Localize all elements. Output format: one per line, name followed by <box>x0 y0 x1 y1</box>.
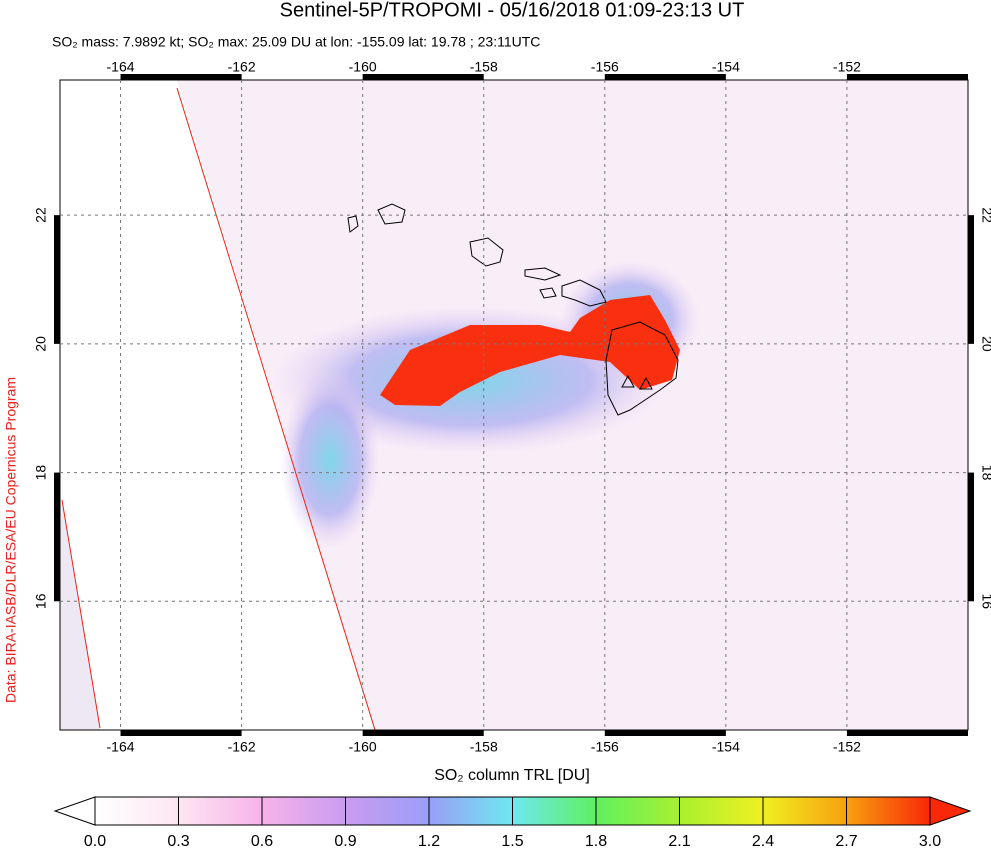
frame-band <box>54 472 60 602</box>
colorbar-tick-label: 2.1 <box>668 833 690 850</box>
colorbar-tick-label: 0.0 <box>84 833 106 850</box>
y-tick-label: 18 <box>33 465 49 481</box>
title: Sentinel-5P/TROPOMI - 05/16/2018 01:09-2… <box>280 0 745 21</box>
colorbar-over <box>929 796 972 826</box>
frame-band <box>846 74 968 80</box>
colorbar-tick-label: 2.4 <box>752 833 774 850</box>
x-tick-label: -160 <box>349 739 377 755</box>
colorbar-label: SO₂ column TRL [DU] <box>434 767 590 784</box>
y-tick-label: 22 <box>979 207 991 223</box>
frame-band <box>362 74 484 80</box>
frame-band <box>968 215 974 344</box>
x-tick-label: -152 <box>833 59 861 75</box>
x-tick-label: -154 <box>712 59 740 75</box>
y-tick-label: 16 <box>979 593 991 609</box>
colorbar-tick-label: 1.5 <box>501 833 523 850</box>
colorbar-tick-label: 1.8 <box>585 833 607 850</box>
coastlines <box>347 203 679 416</box>
frame-band <box>362 730 484 736</box>
swath <box>60 500 100 730</box>
frame-band <box>120 730 242 736</box>
plume <box>380 295 680 406</box>
x-tick-label: -156 <box>591 59 619 75</box>
colorbar-under <box>53 796 96 826</box>
y-tick-label: 22 <box>33 207 49 223</box>
frame-band <box>120 74 242 80</box>
y-tick-label: 16 <box>33 593 49 609</box>
x-tick-label: -156 <box>591 739 619 755</box>
frame-band <box>604 74 726 80</box>
colorbar-tick-label: 0.6 <box>251 833 273 850</box>
y-tick-label: 20 <box>979 336 991 352</box>
x-tick-label: -164 <box>107 739 135 755</box>
volcano-marker <box>639 376 653 390</box>
x-tick-label: -158 <box>470 59 498 75</box>
volcano-marker <box>621 374 635 388</box>
x-tick-label: -158 <box>470 739 498 755</box>
colorbar-tick-label: 0.3 <box>167 833 189 850</box>
frame-band <box>846 730 968 736</box>
x-tick-label: -164 <box>107 59 135 75</box>
y-tick-label: 20 <box>33 336 49 352</box>
swath-edge <box>176 87 376 730</box>
x-tick-label: -154 <box>712 739 740 755</box>
subtitle: SO₂ mass: 7.9892 kt; SO₂ max: 25.09 DU a… <box>52 34 540 50</box>
colorbar-tick-label: 0.9 <box>334 833 356 850</box>
map-image <box>60 80 968 730</box>
frame-band <box>968 472 974 602</box>
x-tick-label: -162 <box>228 59 256 75</box>
map-frame <box>59 79 969 731</box>
x-tick-label: -162 <box>228 739 256 755</box>
swath-edge <box>61 499 101 729</box>
x-tick-label: -152 <box>833 739 861 755</box>
y-tick-label: 18 <box>979 465 991 481</box>
frame-band <box>604 730 726 736</box>
plume-halo <box>280 370 380 550</box>
colorbar-tick-label: 2.7 <box>835 833 857 850</box>
colorbar-tick-label: 3.0 <box>919 833 941 850</box>
colorbar-tick-label: 1.2 <box>418 833 440 850</box>
frame-band <box>54 215 60 344</box>
credit: Data: BIRA-IASB/DLR/ESA/EU Copernicus Pr… <box>3 377 19 703</box>
x-tick-label: -160 <box>349 59 377 75</box>
